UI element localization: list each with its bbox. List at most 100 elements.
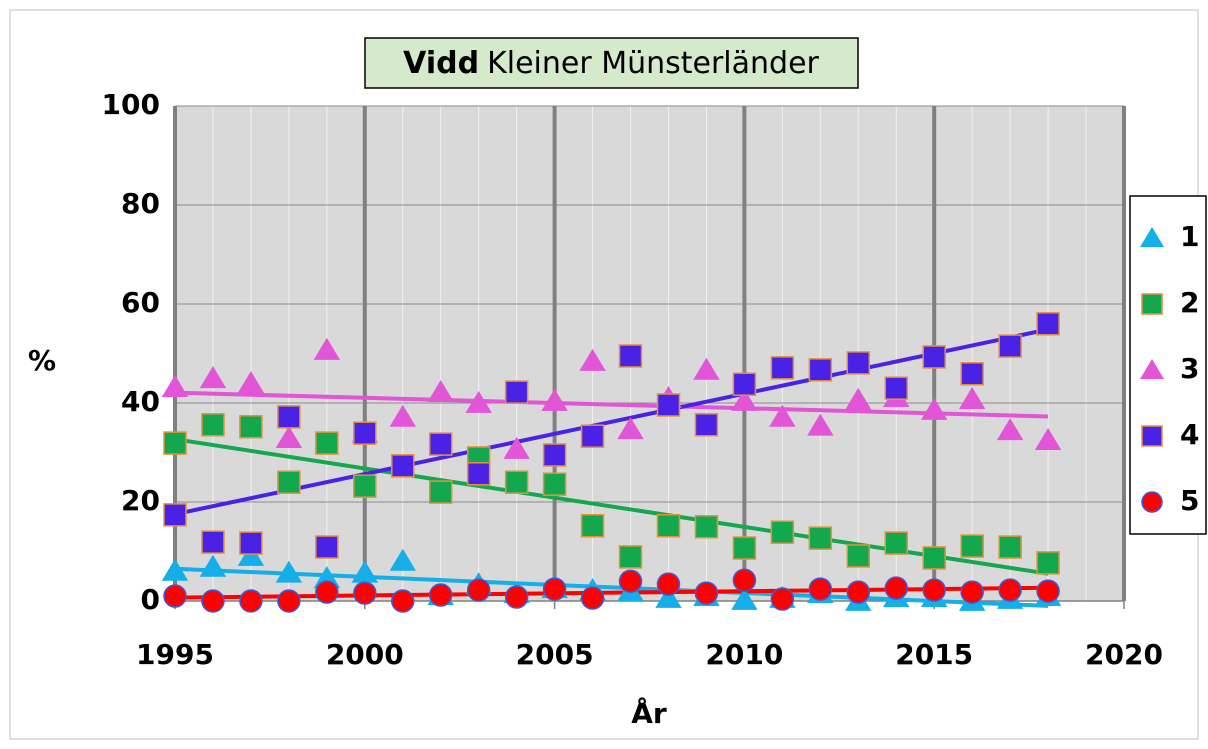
square-marker — [884, 376, 908, 400]
circle-marker — [315, 580, 339, 604]
square-marker — [201, 413, 225, 437]
square-marker — [656, 393, 681, 417]
trend-line — [174, 327, 1049, 517]
triangle-marker — [465, 390, 492, 413]
legend-label: 1 — [1180, 220, 1199, 253]
title-rest: Kleiner Münsterländer — [487, 46, 819, 81]
square-marker — [542, 472, 567, 496]
triangle-marker — [351, 560, 378, 583]
circle-marker — [504, 585, 529, 609]
square-marker — [618, 545, 643, 569]
square-marker — [542, 443, 567, 467]
y-tick-label: 20 — [121, 484, 160, 517]
triangle-marker — [958, 386, 986, 409]
triangle-marker — [731, 388, 758, 411]
circle-marker — [732, 568, 757, 592]
triangle-marker — [541, 388, 568, 411]
square-marker — [391, 454, 415, 478]
square-marker — [922, 345, 946, 369]
square-marker — [239, 531, 263, 555]
circle-marker — [353, 581, 377, 605]
square-marker — [580, 514, 605, 538]
triangle-marker — [389, 548, 416, 571]
square-marker — [315, 535, 339, 559]
triangle-marker — [237, 371, 265, 394]
circle-marker — [542, 577, 567, 601]
circle-marker — [998, 578, 1022, 602]
circle-marker — [694, 581, 719, 605]
triangle-marker — [731, 587, 758, 610]
x-tick-label: 2015 — [895, 638, 973, 671]
circle-marker — [277, 589, 301, 613]
triangle-marker — [237, 543, 265, 566]
circle-marker — [391, 589, 415, 613]
square-marker — [922, 546, 946, 570]
triangle-marker — [845, 387, 872, 410]
triangle-marker — [161, 375, 189, 398]
y-tick-label: 60 — [121, 286, 160, 319]
circle-marker — [201, 589, 225, 613]
square-marker — [1141, 293, 1163, 315]
circle-marker — [808, 577, 833, 601]
circle-marker — [163, 584, 187, 608]
circle-marker — [884, 576, 908, 600]
circle-marker — [1141, 491, 1163, 513]
square-marker — [960, 362, 984, 386]
square-marker — [163, 503, 187, 527]
y-tick-label: 80 — [121, 187, 160, 220]
square-marker — [694, 515, 719, 539]
triangle-marker — [275, 560, 303, 583]
square-marker — [656, 514, 681, 538]
square-marker — [732, 372, 757, 396]
square-marker — [428, 480, 453, 504]
triangle-marker — [1140, 227, 1164, 247]
square-marker — [1036, 312, 1060, 336]
square-marker — [808, 526, 833, 550]
square-marker — [201, 530, 225, 554]
circle-marker — [656, 572, 681, 596]
square-marker — [1141, 425, 1163, 447]
square-marker — [846, 351, 871, 375]
circle-marker — [580, 586, 605, 610]
legend-label: 3 — [1180, 352, 1199, 385]
y-tick-label: 0 — [141, 583, 160, 616]
legend-label: 5 — [1180, 484, 1199, 517]
square-marker — [239, 415, 263, 439]
triangle-marker — [579, 348, 606, 371]
square-marker — [998, 535, 1022, 559]
x-tick-label: 1995 — [136, 638, 214, 671]
triangle-marker — [921, 397, 948, 420]
triangle-marker — [769, 404, 796, 427]
square-marker — [428, 432, 453, 456]
circle-marker — [239, 589, 263, 613]
square-marker — [315, 431, 339, 455]
x-axis-label: År — [631, 696, 667, 730]
triangle-marker — [199, 554, 227, 577]
triangle-marker — [655, 585, 682, 608]
triangle-marker — [1140, 359, 1164, 379]
circle-marker — [846, 580, 871, 604]
square-marker — [618, 344, 643, 368]
title-box — [364, 37, 859, 89]
plot-area — [175, 106, 1124, 601]
triangle-marker — [161, 558, 189, 581]
y-tick-label: 100 — [102, 88, 160, 121]
legend-label: 2 — [1180, 286, 1199, 319]
circle-marker — [960, 580, 984, 604]
square-marker — [504, 380, 529, 404]
x-tick-label: 2005 — [516, 638, 594, 671]
square-marker — [960, 534, 984, 558]
square-marker — [846, 544, 871, 568]
triangle-marker — [313, 337, 341, 360]
square-marker — [466, 462, 491, 486]
triangle-marker — [275, 426, 303, 449]
square-marker — [353, 474, 377, 498]
x-tick-label: 2010 — [705, 638, 783, 671]
square-marker — [770, 356, 795, 380]
triangle-marker — [807, 413, 834, 436]
circle-marker — [1036, 579, 1060, 603]
square-marker — [694, 413, 719, 437]
x-tick-label: 2020 — [1085, 638, 1163, 671]
square-marker — [998, 334, 1022, 358]
